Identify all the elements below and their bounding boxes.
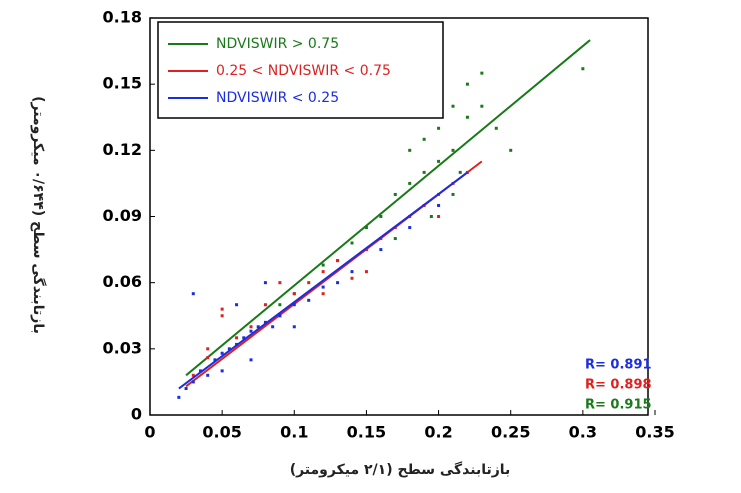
annotation: R= 0.915	[585, 398, 652, 413]
point	[321, 285, 325, 289]
y-tick-label: 0.09	[103, 206, 142, 225]
x-tick-label: 0.2	[424, 423, 452, 442]
point	[191, 373, 195, 377]
point	[206, 347, 210, 351]
point	[350, 241, 354, 245]
point	[213, 358, 217, 362]
point	[480, 71, 484, 75]
point	[263, 281, 267, 285]
point	[336, 281, 340, 285]
point	[321, 263, 325, 267]
point	[249, 358, 253, 362]
y-axis-label: بازتابندگی سطح (۰/۶۴۴ میکرومتر)	[30, 96, 47, 334]
x-tick-label: 0.15	[347, 423, 386, 442]
point	[364, 270, 368, 274]
point	[581, 67, 585, 71]
x-tick-label: 0.05	[202, 423, 241, 442]
point	[191, 292, 195, 296]
point	[408, 181, 412, 185]
point	[422, 137, 426, 141]
y-tick-label: 0.18	[103, 8, 142, 27]
point	[437, 215, 441, 218]
point	[278, 314, 282, 318]
point	[227, 347, 231, 351]
point	[458, 170, 462, 174]
point	[336, 259, 340, 263]
y-tick-label: 0.12	[103, 140, 142, 159]
point	[393, 237, 397, 241]
point	[350, 270, 354, 274]
point	[307, 281, 311, 285]
point	[480, 104, 484, 108]
point	[451, 192, 455, 196]
point	[437, 126, 441, 130]
legend-label: 0.25 < NDVISWIR < 0.75	[216, 63, 391, 79]
point	[177, 395, 181, 399]
point	[184, 387, 188, 391]
point	[307, 298, 311, 302]
x-tick-label: 0.35	[635, 423, 674, 442]
point	[494, 126, 498, 130]
point	[321, 292, 325, 296]
point	[379, 215, 383, 218]
point	[321, 270, 325, 274]
fit-line	[185, 39, 591, 377]
point	[509, 148, 513, 152]
point	[249, 329, 253, 333]
point	[451, 104, 455, 108]
point	[465, 82, 469, 86]
annotation: R= 0.898	[585, 378, 652, 393]
point	[364, 226, 368, 230]
point	[263, 320, 267, 324]
point	[235, 303, 239, 307]
y-tick-label: 0.15	[103, 74, 142, 93]
point	[393, 192, 397, 196]
point	[437, 203, 441, 207]
point	[292, 303, 296, 307]
x-tick-label: 0	[144, 423, 155, 442]
point	[220, 307, 224, 311]
x-axis-label: بازتابندگی سطح (۲/۱ میکرومتر)	[290, 461, 511, 478]
point	[206, 373, 210, 377]
point	[350, 276, 354, 280]
point	[271, 325, 275, 329]
point	[379, 248, 383, 252]
point	[235, 336, 239, 340]
point	[256, 325, 260, 329]
fit-line	[178, 171, 469, 390]
x-tick-label: 0.3	[569, 423, 597, 442]
point	[422, 170, 426, 174]
legend-label: NDVISWIR > 0.75	[216, 36, 339, 52]
point	[242, 336, 246, 340]
point	[199, 369, 202, 373]
point	[292, 325, 296, 329]
point	[292, 292, 296, 296]
point	[465, 115, 469, 119]
point	[249, 325, 253, 329]
x-tick-label: 0.1	[280, 423, 308, 442]
point	[437, 159, 441, 163]
x-tick-label: 0.25	[491, 423, 530, 442]
point	[278, 281, 282, 285]
point	[206, 356, 210, 360]
legend-label: NDVISWIR < 0.25	[216, 90, 339, 106]
point	[451, 148, 455, 152]
point	[220, 314, 224, 318]
point	[263, 303, 267, 307]
point	[408, 148, 412, 152]
annotation: R= 0.891	[585, 358, 652, 373]
point	[408, 226, 412, 230]
y-tick-label: 0.06	[103, 272, 142, 291]
point	[278, 303, 282, 307]
point	[220, 351, 224, 355]
point	[220, 369, 224, 373]
y-tick-label: 0	[131, 405, 142, 424]
y-tick-label: 0.03	[103, 338, 142, 357]
point	[191, 380, 195, 384]
point	[429, 215, 433, 218]
